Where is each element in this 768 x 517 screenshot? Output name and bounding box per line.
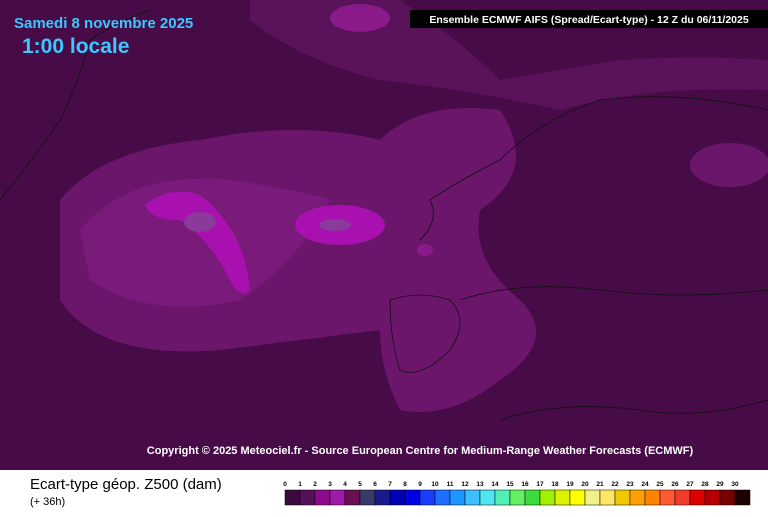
color-swatch [479, 489, 496, 506]
color-label: 19 [566, 481, 574, 488]
color-label: 29 [716, 481, 724, 488]
color-swatch [344, 489, 361, 506]
color-swatch [524, 489, 541, 506]
color-label: 22 [611, 481, 619, 488]
color-swatch [494, 489, 511, 506]
color-label: 4 [343, 481, 347, 488]
color-label: 14 [491, 481, 499, 488]
color-swatch [614, 489, 631, 506]
color-label: 8 [403, 481, 407, 488]
model-info: Ensemble ECMWF AIFS (Spread/Ecart-type) … [429, 14, 749, 26]
color-label: 28 [701, 481, 709, 488]
color-swatch [689, 489, 706, 506]
color-label: 24 [641, 481, 649, 488]
color-swatch [584, 489, 601, 506]
color-label: 12 [461, 481, 469, 488]
time-label: 1:00 locale [22, 35, 129, 58]
color-swatch [629, 489, 646, 506]
color-label: 20 [581, 481, 589, 488]
legend-subtitle: (+ 36h) [30, 496, 65, 508]
color-swatch [599, 489, 616, 506]
color-swatch [389, 489, 406, 506]
color-label: 27 [686, 481, 694, 488]
color-label: 3 [328, 481, 332, 488]
color-label: 21 [596, 481, 604, 488]
color-swatch [554, 489, 571, 506]
color-swatch [449, 489, 466, 506]
color-swatch [374, 489, 391, 506]
color-swatch [434, 489, 451, 506]
color-swatch [734, 489, 751, 506]
color-label: 18 [551, 481, 559, 488]
color-swatch [284, 489, 301, 506]
color-swatch [569, 489, 586, 506]
color-label: 9 [418, 481, 422, 488]
coastlines [0, 9, 768, 421]
color-label: 16 [521, 481, 529, 488]
color-swatch [719, 489, 736, 506]
copyright: Copyright © 2025 Meteociel.fr - Source E… [147, 445, 694, 457]
color-label: 15 [506, 481, 514, 488]
color-label: 26 [671, 481, 679, 488]
color-swatch [704, 489, 721, 506]
spread-field [60, 0, 768, 412]
color-swatch [419, 489, 436, 506]
color-swatch [539, 489, 556, 506]
color-label: 30 [731, 481, 739, 488]
color-swatch [314, 489, 331, 506]
color-label: 11 [447, 481, 454, 488]
color-swatch [659, 489, 676, 506]
color-swatch [359, 489, 376, 506]
colorbar: 0 1 2 3 4 5 6 7 8 9 10 11 12 13 14 15 16 17 18 19 20 21 22 23 24… [283, 481, 751, 506]
color-swatch [464, 489, 481, 506]
color-label: 17 [536, 481, 544, 488]
color-swatch [509, 489, 526, 506]
color-label: 2 [313, 481, 317, 488]
color-label: 5 [358, 481, 362, 488]
color-label: 13 [476, 481, 484, 488]
color-label: 23 [626, 481, 634, 488]
color-label: 25 [656, 481, 664, 488]
color-label: 10 [431, 481, 439, 488]
color-label: 7 [388, 481, 392, 488]
color-swatch [644, 489, 661, 506]
date-label: Samedi 8 novembre 2025 [14, 15, 193, 32]
color-label: 6 [373, 481, 377, 488]
model-banner [410, 10, 768, 28]
color-swatch [299, 489, 316, 506]
color-swatch [404, 489, 421, 506]
legend-title: Ecart-type géop. Z500 (dam) [30, 476, 222, 493]
color-label: 1 [298, 481, 302, 488]
color-label: 0 [283, 481, 287, 488]
color-swatch [674, 489, 691, 506]
color-swatch [329, 489, 346, 506]
